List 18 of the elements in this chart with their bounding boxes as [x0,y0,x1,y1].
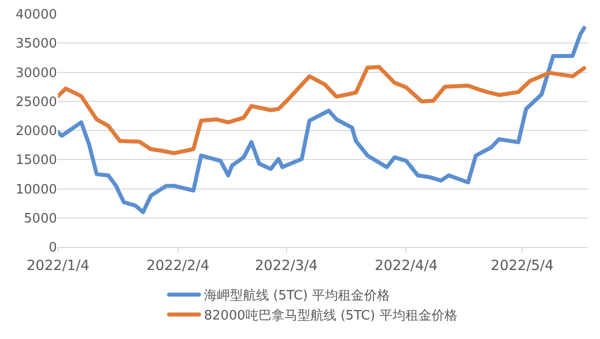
y-tick-label: 40000 [16,8,57,23]
y-tick-label: 15000 [16,153,57,168]
x-tick-label: 2022/5/4 [490,258,554,274]
y-tick-label: 10000 [16,182,57,198]
legend-label: 海岬型航线 (5TC) 平均租金价格 [204,288,390,304]
y-tick-label: 5000 [24,211,57,226]
y-tick-label: 20000 [16,124,57,140]
y-tick-label: 25000 [16,94,57,110]
legend-label: 82000吨巴拿马型航线 (5TC) 平均租金价格 [204,308,458,324]
x-tick-label: 2022/4/4 [374,258,438,274]
line-series [58,65,586,156]
x-tick-label: 2022/1/4 [26,258,90,274]
x-tick-label: 2022/3/4 [254,258,318,274]
y-tick-label: 0 [48,240,57,256]
y-tick-label: 30000 [16,66,57,81]
y-tick-label: 35000 [16,36,57,52]
x-tick-label: 2022/2/4 [146,258,210,274]
line-series [58,26,586,214]
